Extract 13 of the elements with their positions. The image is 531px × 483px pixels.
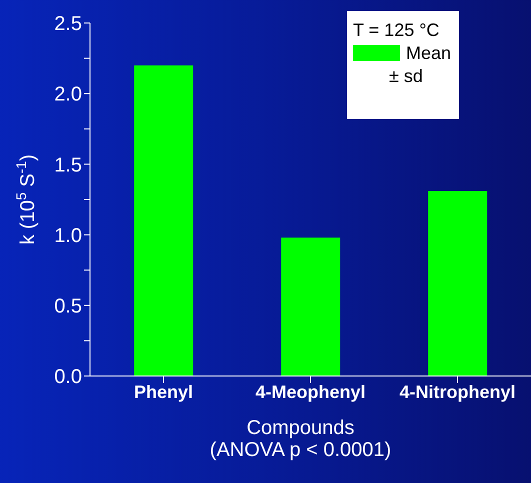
- legend-label: Mean: [406, 42, 452, 65]
- legend-title: T = 125 °C: [353, 19, 440, 41]
- x-tick-label: 4-Meophenyl: [255, 382, 366, 402]
- annotation: ± sd: [388, 65, 424, 87]
- x-axis-title: Compounds (ANOVA p < 0.0001): [210, 417, 392, 461]
- y-tick-label: 1.5: [54, 154, 82, 176]
- x-tick-label: 4-Nitrophenyl: [399, 382, 516, 402]
- y-tick-label: 2.0: [54, 84, 82, 106]
- y-tick-label: 0.0: [54, 366, 82, 388]
- y-tick-label: 1.0: [54, 224, 82, 247]
- y-tick-label: 0.5: [54, 296, 82, 318]
- y-tick-label: 2.5: [54, 13, 82, 36]
- x-tick-label: Phenyl: [134, 382, 194, 402]
